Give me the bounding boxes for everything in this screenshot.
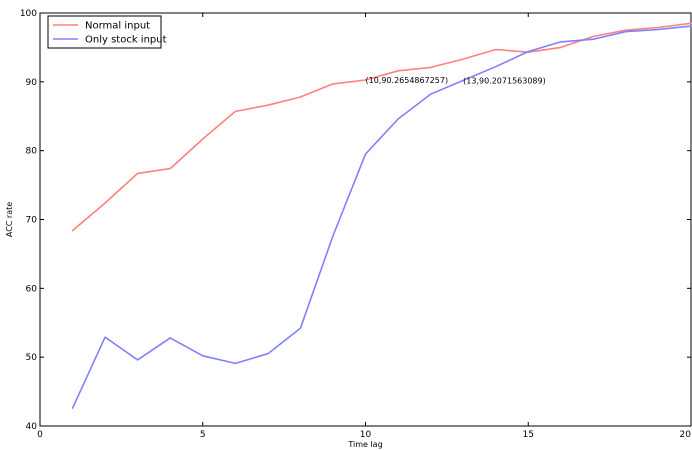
x-tick-label: 0 xyxy=(37,430,43,440)
legend: Normal input Only stock input xyxy=(47,15,167,49)
y-tick-label: 60 xyxy=(26,284,38,294)
series-line-1 xyxy=(71,22,692,232)
point-annotation-1: (10,90.2654867257) xyxy=(366,76,449,85)
x-tick-label: 15 xyxy=(523,430,534,440)
x-tick-label: 10 xyxy=(360,430,372,440)
x-axis-label: Time lag xyxy=(347,440,382,449)
y-axis-label: ACC rate xyxy=(5,202,14,237)
x-tick-label: 5 xyxy=(200,430,206,440)
x-tick-label: 20 xyxy=(680,430,692,440)
point-annotation-2: (13,90.2071563089) xyxy=(463,76,546,85)
series-group xyxy=(71,22,692,409)
annotations-group: (10,90.2654867257) (13,90.2071563089) xyxy=(366,76,546,85)
series-line-2 xyxy=(71,25,692,409)
axis-frame-group xyxy=(39,12,692,427)
legend-box xyxy=(47,15,162,49)
y-tick-label: 40 xyxy=(26,422,38,432)
ticks-group: 0 5 10 15 20 40 50 60 70 80 90 100 xyxy=(20,9,692,440)
y-tick-label: 90 xyxy=(26,78,38,88)
y-tick-label: 70 xyxy=(26,216,38,226)
legend-label-1: Normal input xyxy=(85,21,150,32)
y-tick-label: 100 xyxy=(20,9,37,19)
y-tick-label: 50 xyxy=(26,353,38,363)
legend-label-2: Only stock input xyxy=(85,35,167,46)
plot-frame xyxy=(39,12,692,427)
y-tick-label: 80 xyxy=(26,147,38,157)
